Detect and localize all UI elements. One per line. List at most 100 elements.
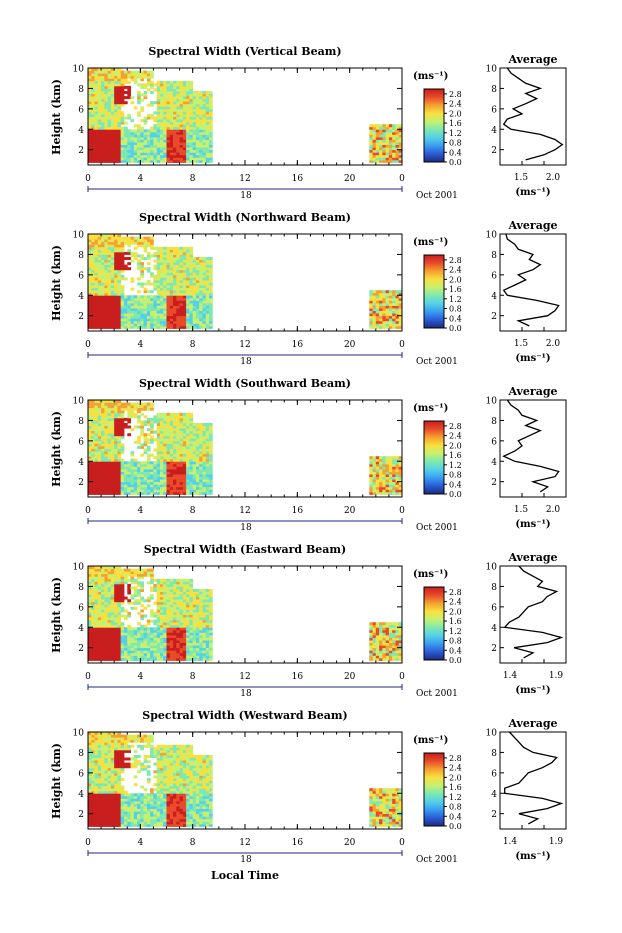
heatmap-cell: [108, 408, 112, 411]
heatmap-cell: [173, 433, 177, 436]
heatmap-cell: [117, 622, 121, 625]
heatmap-cell: [160, 134, 164, 137]
heatmap-cell: [117, 599, 121, 602]
heatmap-cell: [117, 316, 121, 319]
heatmap-cell: [95, 285, 99, 288]
heatmap-cell: [150, 472, 154, 475]
heatmap-cell: [98, 423, 102, 426]
heatmap-cell: [101, 150, 105, 153]
heatmap-cell: [150, 408, 154, 411]
heatmap-cell: [153, 101, 157, 104]
heatmap-cell: [206, 257, 210, 260]
heatmap-cell: [203, 461, 207, 464]
heatmap-cell: [379, 316, 383, 319]
heatmap-cell: [114, 418, 118, 421]
heatmap-cell: [167, 306, 171, 309]
heatmap-cell: [137, 589, 141, 592]
heatmap-cell: [104, 262, 108, 265]
heatmap-cell: [176, 492, 180, 495]
heatmap-cell: [101, 643, 105, 646]
heatmap-cell: [117, 648, 121, 651]
heatmap-cell: [157, 456, 161, 459]
heatmap-cell: [104, 594, 108, 597]
heatmap-cell: [121, 96, 125, 99]
heatmap-cell: [137, 612, 141, 615]
date-label: Oct 2001: [416, 357, 458, 367]
heatmap-cell: [180, 111, 184, 114]
heatmap-cell: [389, 160, 393, 163]
heatmap-cell: [193, 285, 197, 288]
heatmap-cell: [101, 96, 105, 99]
heatmap-cell: [127, 252, 131, 255]
heatmap-cell: [111, 622, 115, 625]
heatmap-cell: [376, 134, 380, 137]
heatmap-cell: [117, 306, 121, 309]
heatmap-cell: [157, 96, 161, 99]
heatmap-cell: [180, 306, 184, 309]
heatmap-cell: [176, 91, 180, 94]
x-tick-label: 0: [85, 174, 91, 184]
heatmap-cell: [150, 438, 154, 441]
heatmap-cell: [206, 295, 210, 298]
heatmap-cell: [88, 492, 92, 495]
heatmap-cell: [189, 140, 193, 143]
mid-tick-label: 18: [240, 689, 252, 699]
heatmap-cell: [111, 579, 115, 582]
heatmap-cell: [369, 316, 373, 319]
heatmap-cell: [147, 88, 151, 91]
heatmap-cell: [392, 466, 396, 469]
heatmap-cell: [176, 119, 180, 122]
heatmap-cell: [95, 86, 99, 89]
heatmap-cell: [117, 477, 121, 480]
heatmap-cell: [114, 594, 118, 597]
heatmap-cell: [101, 487, 105, 490]
heatmap-cell: [127, 413, 131, 416]
heatmap-cell: [153, 283, 157, 286]
heatmap-cell: [134, 403, 138, 406]
heatmap-cell: [111, 81, 115, 84]
heatmap-cell: [160, 428, 164, 431]
heatmap-cell: [150, 615, 154, 618]
heatmap-cell: [209, 423, 213, 426]
heatmap-cell: [98, 300, 102, 303]
heatmap-cell: [124, 472, 128, 475]
heatmap-cell: [203, 262, 207, 265]
heatmap-cell: [153, 306, 157, 309]
heatmap-cell: [131, 119, 135, 122]
heatmap-cell: [199, 150, 203, 153]
heatmap-cell: [396, 134, 400, 137]
heatmap-cell: [95, 300, 99, 303]
heatmap-cell: [189, 252, 193, 255]
heatmap-cell: [163, 295, 167, 298]
heatmap-cell: [193, 321, 197, 324]
heatmap-cell: [140, 638, 144, 641]
heatmap-cell: [98, 433, 102, 436]
avg-xtick-label: 1.5: [514, 173, 529, 183]
heatmap-cell: [108, 492, 112, 495]
heatmap-cell: [127, 408, 131, 411]
heatmap-cell: [127, 627, 131, 630]
heatmap-cell: [111, 124, 115, 127]
heatmap-cell: [98, 609, 102, 612]
heatmap-cell: [157, 326, 161, 329]
heatmap-cell: [160, 311, 164, 314]
heatmap-cell: [369, 311, 373, 314]
heatmap-cell: [91, 101, 95, 104]
heatmap-cell: [137, 242, 141, 245]
x-tick-label: 20: [344, 506, 356, 516]
heatmap-cell: [376, 311, 380, 314]
heatmap-cell: [163, 428, 167, 431]
heatmap-cell: [180, 145, 184, 148]
y-tick-label: 2: [78, 146, 84, 156]
heatmap-cell: [379, 290, 383, 293]
heatmap-cell: [147, 114, 151, 117]
heatmap-cell: [160, 438, 164, 441]
heatmap-cell: [111, 609, 115, 612]
heatmap-cell: [170, 247, 174, 250]
heatmap-cell: [180, 316, 184, 319]
heatmap-cell: [176, 129, 180, 132]
heatmap-cell: [193, 451, 197, 454]
heatmap-cell: [140, 160, 144, 163]
heatmap-cell: [147, 403, 151, 406]
heatmap-cell: [88, 117, 92, 120]
